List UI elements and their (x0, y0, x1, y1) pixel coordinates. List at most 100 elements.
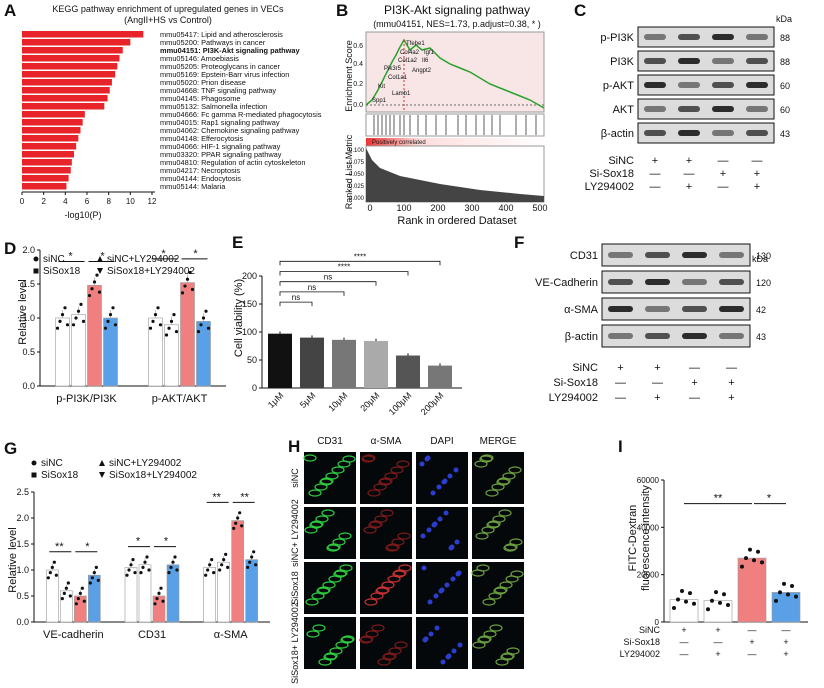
treatment-sign: — (615, 392, 626, 404)
data-point (92, 571, 96, 575)
data-point (171, 560, 175, 564)
blot-band (746, 34, 768, 40)
treatment-row-label: Si-Sox18 (623, 637, 660, 647)
treatment-sign: + (691, 377, 697, 389)
micrograph-cell (476, 564, 490, 572)
micrograph-cell (380, 509, 394, 517)
ytick: 1.0 (22, 313, 35, 323)
blot-band (608, 279, 633, 285)
micrograph-cell (433, 593, 439, 599)
group-bar (87, 285, 102, 387)
data-point (58, 319, 62, 323)
data-point (97, 290, 102, 294)
blot-kda-value: 43 (756, 332, 766, 342)
viability-bar (268, 333, 292, 388)
data-point (167, 571, 171, 575)
panel-b-es-curve (365, 38, 545, 109)
fitc-bar (703, 600, 733, 623)
micrograph-tile (416, 452, 468, 504)
kegg-bar (22, 175, 69, 182)
blot-band (678, 58, 700, 64)
data-point (161, 599, 165, 603)
data-point (220, 563, 224, 567)
treatment-sign: + (728, 377, 734, 389)
gene-label: Col1a1 (388, 75, 408, 81)
micrograph-cell (454, 539, 460, 545)
panel-b-es-plot (365, 31, 545, 113)
data-point (782, 581, 786, 586)
data-point (88, 581, 92, 585)
viability-bar (364, 340, 388, 388)
blot-band (678, 34, 700, 40)
kegg-term-label: mmu04810: Regulation of actin cytoskelet… (160, 158, 305, 167)
data-point (706, 607, 710, 612)
data-point (172, 313, 176, 317)
kegg-term-label: mmu03320: PPAR signaling pathway (160, 150, 282, 159)
panel-e-ylabel: Cell viability (%) (233, 279, 245, 357)
data-point (756, 549, 760, 554)
data-point (108, 313, 113, 317)
panel-b-subtitle: (mmu04151, NES=1.73, p.adjust=0.38, * ) (373, 19, 541, 29)
data-point (206, 326, 211, 330)
micrograph-cell (342, 455, 356, 463)
micrograph-cell (359, 636, 373, 644)
data-point (164, 333, 169, 337)
data-point (212, 571, 216, 575)
micrograph-cell (391, 538, 405, 546)
data-point (718, 600, 722, 605)
kegg-bar (22, 87, 110, 94)
kegg-term-label: mmu04144: Endocytosis (160, 174, 241, 183)
legend-label: SiSox18 (41, 470, 79, 481)
data-point (87, 293, 92, 298)
ytick: 0.025 (349, 184, 365, 190)
blot-band (682, 279, 707, 285)
significance-star: ** (55, 541, 64, 553)
panel-b-ylabel2: Ranked List Metric (344, 134, 354, 209)
data-point (139, 571, 143, 575)
ytick: 20000 (637, 571, 660, 580)
blot-band-label: β-actin (565, 331, 598, 343)
treatment-sign: + (783, 637, 788, 647)
category-label: 20μM (358, 390, 381, 413)
legend-marker (99, 472, 105, 478)
treatment-sign: + (654, 362, 660, 374)
ytick: 200 (242, 271, 257, 281)
micrograph-cell (498, 509, 512, 517)
ytick: 1.5 (16, 539, 29, 549)
data-point (125, 573, 129, 577)
data-point (143, 560, 147, 564)
legend-marker (31, 472, 37, 478)
data-point (131, 558, 135, 562)
panel-b-hits (373, 115, 537, 135)
micrograph-row-label: siNC+ LY294002 (290, 499, 300, 567)
micrograph-cell (485, 489, 499, 497)
micrograph-cell (480, 454, 494, 462)
kegg-term-label: mmu05169: Epstein-Barr virus infection (160, 70, 289, 79)
ytick: 0.6 (353, 43, 363, 50)
data-point (210, 558, 214, 562)
kegg-term-label: mmu04666: Fc gamma R-mediated phagocytos… (160, 110, 322, 119)
micrograph-cell (381, 581, 395, 589)
kegg-bar (22, 111, 85, 118)
panel-c-kda-header: kDa (776, 14, 792, 24)
panel-b-metric-area (366, 148, 544, 202)
micrograph-cell (445, 654, 451, 660)
blot-band (746, 106, 768, 112)
data-point (175, 568, 179, 572)
legend-label: siNC+LY294002 (109, 458, 182, 469)
panel-b-yticks1: 0.6 0.4 0.2 0.0 (353, 43, 363, 109)
panel-h-micrograph-grid: CD31 α-SMA DAPI MERGE siNC siNC+ LY294002 SiSo… (290, 436, 524, 684)
kegg-term-label: mmu04145: Phagosome (160, 94, 241, 103)
data-point (46, 576, 50, 580)
treatment-sign: — (718, 181, 729, 193)
micrograph-cell (364, 598, 378, 606)
data-point (50, 565, 54, 570)
micrograph-cell (457, 642, 463, 648)
kegg-term-label: mmu05132: Salmonella infection (160, 102, 267, 111)
panel-f-kda-header: kDa (752, 254, 768, 264)
data-point (96, 578, 100, 583)
blot-band (644, 58, 666, 64)
treatment-row-label: LY294002 (620, 649, 660, 659)
data-point (52, 560, 56, 564)
micrograph-cell (394, 641, 408, 649)
